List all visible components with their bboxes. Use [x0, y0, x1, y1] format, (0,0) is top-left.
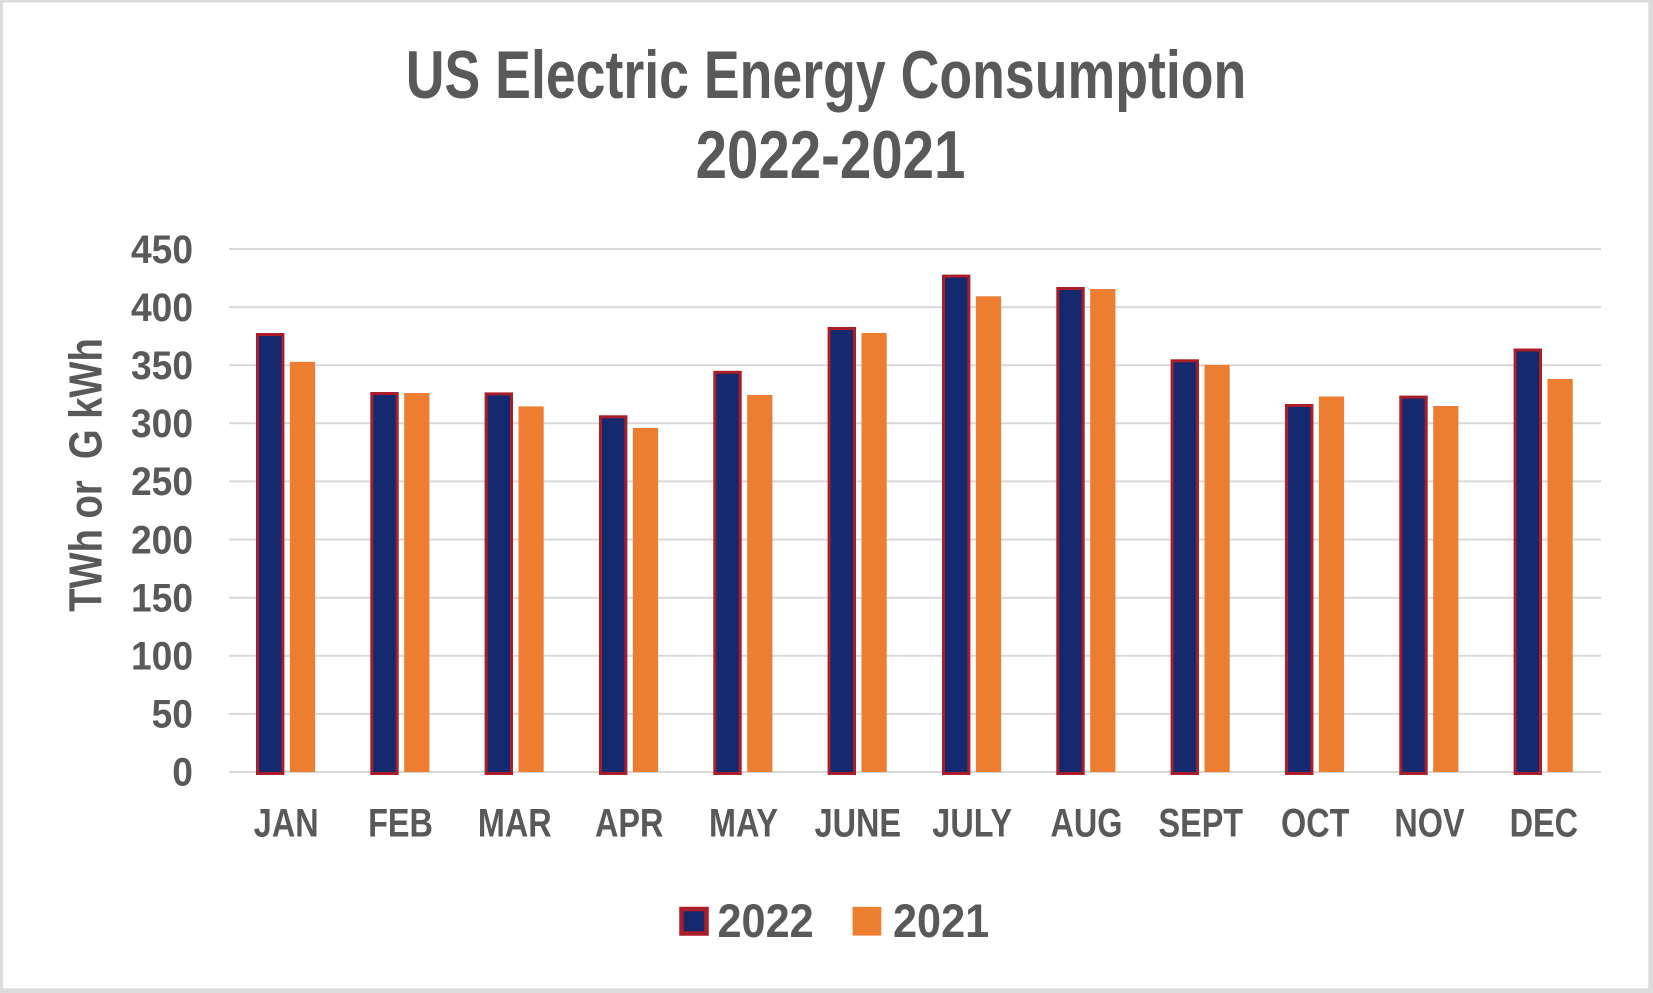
svg-text:2022-2021: 2022-2021 [696, 117, 966, 193]
svg-text:2021: 2021 [893, 894, 989, 947]
svg-text:DEC: DEC [1510, 800, 1578, 845]
svg-text:400: 400 [131, 286, 193, 331]
svg-text:MAR: MAR [478, 800, 552, 845]
svg-text:SEPT: SEPT [1159, 800, 1244, 845]
svg-text:350: 350 [131, 344, 193, 389]
svg-text:APR: APR [595, 800, 663, 845]
svg-text:2022: 2022 [718, 894, 814, 947]
svg-text:150: 150 [131, 576, 193, 621]
svg-text:100: 100 [131, 634, 193, 679]
svg-text:250: 250 [131, 460, 193, 505]
svg-text:US Electric Energy Consumption: US Electric Energy Consumption [406, 37, 1247, 112]
svg-text:FEB: FEB [368, 800, 433, 845]
svg-text:50: 50 [152, 692, 193, 737]
svg-text:JAN: JAN [254, 800, 319, 845]
svg-text:JUNE: JUNE [815, 800, 901, 845]
svg-text:MAY: MAY [709, 800, 778, 845]
svg-text:0: 0 [172, 750, 193, 795]
svg-text:TWh or G kWh: TWh or G kWh [60, 338, 111, 612]
svg-text:450: 450 [131, 228, 193, 273]
svg-text:JULY: JULY [932, 800, 1012, 845]
svg-text:OCT: OCT [1281, 800, 1349, 845]
svg-text:AUG: AUG [1051, 800, 1123, 845]
svg-text:300: 300 [131, 402, 193, 447]
svg-text:NOV: NOV [1394, 800, 1465, 845]
svg-text:200: 200 [131, 518, 193, 563]
